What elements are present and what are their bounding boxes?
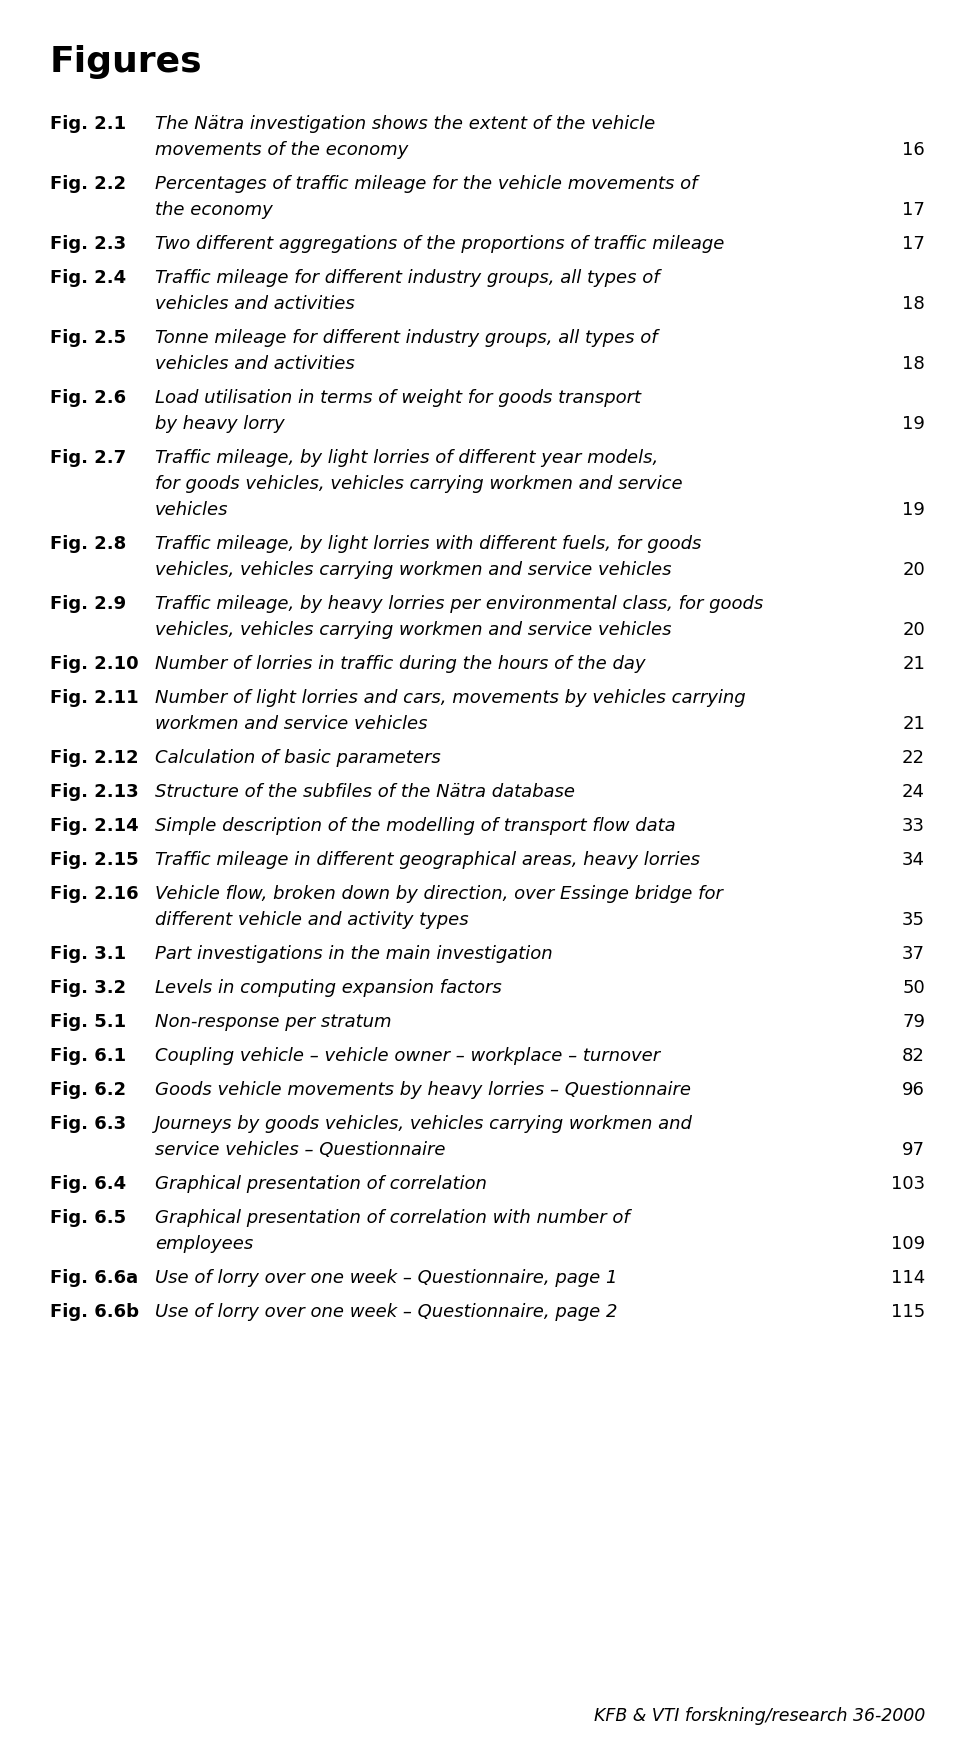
Text: Traffic mileage, by heavy lorries per environmental class, for goods: Traffic mileage, by heavy lorries per en… <box>155 594 763 614</box>
Text: 35: 35 <box>902 911 925 929</box>
Text: Traffic mileage in different geographical areas, heavy lorries: Traffic mileage in different geographica… <box>155 852 700 869</box>
Text: Fig. 3.1: Fig. 3.1 <box>50 945 126 963</box>
Text: by heavy lorry: by heavy lorry <box>155 414 284 434</box>
Text: 19: 19 <box>902 414 925 434</box>
Text: Fig. 2.9: Fig. 2.9 <box>50 594 126 614</box>
Text: Fig. 2.10: Fig. 2.10 <box>50 656 138 673</box>
Text: for goods vehicles, vehicles carrying workmen and service: for goods vehicles, vehicles carrying wo… <box>155 474 683 494</box>
Text: 21: 21 <box>902 716 925 733</box>
Text: movements of the economy: movements of the economy <box>155 141 408 159</box>
Text: 33: 33 <box>902 816 925 836</box>
Text: Fig. 6.6b: Fig. 6.6b <box>50 1303 139 1320</box>
Text: Fig. 2.6: Fig. 2.6 <box>50 390 126 407</box>
Text: KFB & VTI forskning/research 36-2000: KFB & VTI forskning/research 36-2000 <box>593 1707 925 1724</box>
Text: workmen and service vehicles: workmen and service vehicles <box>155 716 427 733</box>
Text: Tonne mileage for different industry groups, all types of: Tonne mileage for different industry gro… <box>155 330 658 347</box>
Text: 19: 19 <box>902 501 925 518</box>
Text: Non-response per stratum: Non-response per stratum <box>155 1014 392 1031</box>
Text: 34: 34 <box>902 852 925 869</box>
Text: The Nätra investigation shows the extent of the vehicle: The Nätra investigation shows the extent… <box>155 115 656 132</box>
Text: Use of lorry over one week – Questionnaire, page 1: Use of lorry over one week – Questionnai… <box>155 1269 617 1287</box>
Text: vehicles and activities: vehicles and activities <box>155 354 355 374</box>
Text: Fig. 2.1: Fig. 2.1 <box>50 115 126 132</box>
Text: 20: 20 <box>902 561 925 578</box>
Text: Part investigations in the main investigation: Part investigations in the main investig… <box>155 945 553 963</box>
Text: Traffic mileage for different industry groups, all types of: Traffic mileage for different industry g… <box>155 270 660 287</box>
Text: 82: 82 <box>902 1047 925 1065</box>
Text: Calculation of basic parameters: Calculation of basic parameters <box>155 749 441 767</box>
Text: Fig. 6.1: Fig. 6.1 <box>50 1047 126 1065</box>
Text: Percentages of traffic mileage for the vehicle movements of: Percentages of traffic mileage for the v… <box>155 175 698 192</box>
Text: Fig. 6.4: Fig. 6.4 <box>50 1174 126 1194</box>
Text: Levels in computing expansion factors: Levels in computing expansion factors <box>155 978 502 998</box>
Text: 37: 37 <box>902 945 925 963</box>
Text: Fig. 2.5: Fig. 2.5 <box>50 330 126 347</box>
Text: Fig. 6.3: Fig. 6.3 <box>50 1114 126 1134</box>
Text: 21: 21 <box>902 656 925 673</box>
Text: Fig. 2.15: Fig. 2.15 <box>50 852 138 869</box>
Text: Traffic mileage, by light lorries with different fuels, for goods: Traffic mileage, by light lorries with d… <box>155 534 702 554</box>
Text: service vehicles – Questionnaire: service vehicles – Questionnaire <box>155 1141 445 1158</box>
Text: 96: 96 <box>902 1081 925 1098</box>
Text: Number of light lorries and cars, movements by vehicles carrying: Number of light lorries and cars, moveme… <box>155 689 746 707</box>
Text: Fig. 5.1: Fig. 5.1 <box>50 1014 126 1031</box>
Text: Fig. 2.16: Fig. 2.16 <box>50 885 138 903</box>
Text: Fig. 3.2: Fig. 3.2 <box>50 978 126 998</box>
Text: Fig. 2.8: Fig. 2.8 <box>50 534 127 554</box>
Text: 20: 20 <box>902 621 925 638</box>
Text: vehicles, vehicles carrying workmen and service vehicles: vehicles, vehicles carrying workmen and … <box>155 621 671 638</box>
Text: Graphical presentation of correlation with number of: Graphical presentation of correlation wi… <box>155 1209 630 1227</box>
Text: Fig. 6.5: Fig. 6.5 <box>50 1209 126 1227</box>
Text: Fig. 2.14: Fig. 2.14 <box>50 816 138 836</box>
Text: Fig. 2.12: Fig. 2.12 <box>50 749 138 767</box>
Text: Number of lorries in traffic during the hours of the day: Number of lorries in traffic during the … <box>155 656 645 673</box>
Text: Traffic mileage, by light lorries of different year models,: Traffic mileage, by light lorries of dif… <box>155 450 659 467</box>
Text: Structure of the subfiles of the Nätra database: Structure of the subfiles of the Nätra d… <box>155 783 575 800</box>
Text: 16: 16 <box>902 141 925 159</box>
Text: Two different aggregations of the proportions of traffic mileage: Two different aggregations of the propor… <box>155 234 725 254</box>
Text: vehicles: vehicles <box>155 501 228 518</box>
Text: 109: 109 <box>891 1236 925 1253</box>
Text: Simple description of the modelling of transport flow data: Simple description of the modelling of t… <box>155 816 676 836</box>
Text: Fig. 6.2: Fig. 6.2 <box>50 1081 126 1098</box>
Text: 24: 24 <box>902 783 925 800</box>
Text: 79: 79 <box>902 1014 925 1031</box>
Text: Fig. 2.4: Fig. 2.4 <box>50 270 126 287</box>
Text: vehicles, vehicles carrying workmen and service vehicles: vehicles, vehicles carrying workmen and … <box>155 561 671 578</box>
Text: Fig. 2.7: Fig. 2.7 <box>50 450 126 467</box>
Text: 50: 50 <box>902 978 925 998</box>
Text: Fig. 2.13: Fig. 2.13 <box>50 783 138 800</box>
Text: 114: 114 <box>891 1269 925 1287</box>
Text: Fig. 2.2: Fig. 2.2 <box>50 175 126 192</box>
Text: the economy: the economy <box>155 201 273 219</box>
Text: 115: 115 <box>891 1303 925 1320</box>
Text: 17: 17 <box>902 234 925 254</box>
Text: Journeys by goods vehicles, vehicles carrying workmen and: Journeys by goods vehicles, vehicles car… <box>155 1114 693 1134</box>
Text: Fig. 2.11: Fig. 2.11 <box>50 689 138 707</box>
Text: 97: 97 <box>902 1141 925 1158</box>
Text: Figures: Figures <box>50 46 203 79</box>
Text: 18: 18 <box>902 294 925 314</box>
Text: different vehicle and activity types: different vehicle and activity types <box>155 911 468 929</box>
Text: Fig. 6.6a: Fig. 6.6a <box>50 1269 138 1287</box>
Text: Use of lorry over one week – Questionnaire, page 2: Use of lorry over one week – Questionnai… <box>155 1303 617 1320</box>
Text: employees: employees <box>155 1236 253 1253</box>
Text: 22: 22 <box>902 749 925 767</box>
Text: vehicles and activities: vehicles and activities <box>155 294 355 314</box>
Text: Graphical presentation of correlation: Graphical presentation of correlation <box>155 1174 487 1194</box>
Text: Vehicle flow, broken down by direction, over Essinge bridge for: Vehicle flow, broken down by direction, … <box>155 885 723 903</box>
Text: Fig. 2.3: Fig. 2.3 <box>50 234 126 254</box>
Text: Goods vehicle movements by heavy lorries – Questionnaire: Goods vehicle movements by heavy lorries… <box>155 1081 691 1098</box>
Text: 103: 103 <box>891 1174 925 1194</box>
Text: Coupling vehicle – vehicle owner – workplace – turnover: Coupling vehicle – vehicle owner – workp… <box>155 1047 660 1065</box>
Text: Load utilisation in terms of weight for goods transport: Load utilisation in terms of weight for … <box>155 390 641 407</box>
Text: 18: 18 <box>902 354 925 374</box>
Text: 17: 17 <box>902 201 925 219</box>
